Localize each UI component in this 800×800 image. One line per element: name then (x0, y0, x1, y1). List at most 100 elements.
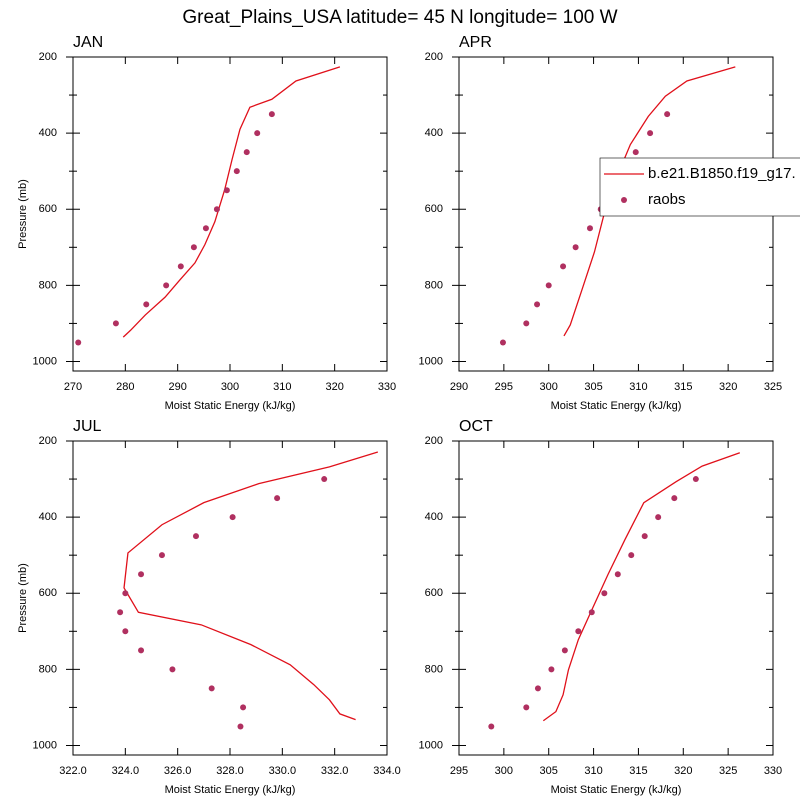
legend-label: b.e21.B1850.f19_g17. (648, 165, 796, 182)
x-tick-label: 270 (64, 381, 82, 393)
raobs-point (75, 339, 82, 346)
y-tick-label: 200 (425, 435, 443, 447)
y-tick-label: 600 (39, 587, 57, 599)
y-tick-label: 600 (425, 203, 443, 215)
raobs-point (586, 225, 593, 232)
y-tick-label: 400 (425, 511, 443, 523)
raobs-point (548, 666, 555, 673)
raobs-point (190, 244, 197, 251)
raobs-point (138, 647, 145, 654)
x-tick-label: 320 (674, 765, 692, 777)
raobs-point (499, 339, 506, 346)
raobs-point (208, 685, 215, 692)
x-tick-label: 320 (325, 381, 343, 393)
raobs-point (192, 533, 199, 540)
y-tick-label: 800 (39, 279, 57, 291)
y-tick-label: 800 (425, 663, 443, 675)
raobs-point (561, 647, 568, 654)
raobs-point (163, 282, 170, 289)
y-tick-label: 400 (39, 127, 57, 139)
x-tick-label: 310 (273, 381, 291, 393)
x-tick-label: 305 (540, 765, 558, 777)
x-tick-label: 300 (495, 765, 513, 777)
x-tick-label: 330 (764, 765, 782, 777)
raobs-point (523, 320, 530, 327)
raobs-point (647, 130, 654, 137)
plot-frame (72, 56, 388, 372)
raobs-point (664, 111, 671, 118)
x-tick-label: 315 (629, 765, 647, 777)
x-tick-label: 325 (764, 381, 782, 393)
x-tick-label: 310 (584, 765, 602, 777)
x-tick-label: 280 (116, 381, 134, 393)
x-axis-label: Moist Static Energy (kJ/kg) (165, 400, 296, 412)
raobs-point (233, 168, 240, 175)
raobs-point (655, 514, 662, 521)
x-axis-label: Moist Static Energy (kJ/kg) (551, 784, 682, 796)
x-tick-label: 326.0 (164, 765, 192, 777)
x-tick-label: 295 (495, 381, 513, 393)
raobs-point (177, 263, 184, 270)
raobs-point (112, 320, 119, 327)
raobs-point (575, 628, 582, 635)
y-tick-label: 800 (39, 663, 57, 675)
x-axis-label: Moist Static Energy (kJ/kg) (165, 784, 296, 796)
raobs-point (641, 533, 648, 540)
raobs-point (243, 149, 250, 156)
panel-title: JUL (73, 418, 102, 435)
raobs-point (122, 590, 129, 597)
raobs-point (143, 301, 150, 308)
x-tick-label: 322.0 (59, 765, 87, 777)
y-tick-label: 200 (39, 51, 57, 63)
y-tick-label: 600 (39, 203, 57, 215)
plot-frame (72, 440, 388, 756)
raobs-point (614, 571, 621, 578)
raobs-point (268, 111, 275, 118)
legend-marker (621, 197, 627, 203)
y-axis-label: Pressure (mb) (17, 563, 29, 633)
y-axis-label: Pressure (mb) (17, 179, 29, 249)
y-tick-label: 200 (39, 435, 57, 447)
raobs-point (534, 685, 541, 692)
x-tick-label: 330.0 (269, 765, 297, 777)
x-tick-label: 325 (719, 765, 737, 777)
model-line (122, 66, 341, 338)
raobs-point (628, 552, 635, 559)
plot-frame (458, 440, 774, 756)
raobs-point (254, 130, 261, 137)
raobs-point (117, 609, 124, 616)
y-tick-label: 800 (425, 279, 443, 291)
x-tick-label: 328.0 (216, 765, 244, 777)
y-tick-label: 400 (425, 127, 443, 139)
x-tick-label: 320 (719, 381, 737, 393)
x-tick-label: 310 (629, 381, 647, 393)
x-tick-label: 332.0 (321, 765, 349, 777)
model-line (123, 451, 379, 721)
x-tick-label: 334.0 (373, 765, 401, 777)
x-tick-label: 324.0 (112, 765, 140, 777)
x-tick-label: 290 (168, 381, 186, 393)
raobs-point (545, 282, 552, 289)
raobs-point (560, 263, 567, 270)
raobs-point (213, 206, 220, 213)
y-tick-label: 200 (425, 51, 443, 63)
model-line (542, 452, 741, 722)
y-tick-label: 1000 (33, 355, 57, 367)
panel-title: OCT (459, 418, 493, 435)
x-tick-label: 300 (221, 381, 239, 393)
raobs-point (588, 609, 595, 616)
x-tick-label: 305 (584, 381, 602, 393)
x-tick-label: 295 (450, 765, 468, 777)
raobs-point (240, 704, 247, 711)
panel-title: APR (459, 34, 492, 51)
raobs-point (321, 476, 328, 483)
y-tick-label: 600 (425, 587, 443, 599)
raobs-point (138, 571, 145, 578)
x-axis-label: Moist Static Energy (kJ/kg) (551, 400, 682, 412)
x-tick-label: 290 (450, 381, 468, 393)
legend-label: raobs (648, 191, 686, 208)
raobs-point (488, 723, 495, 730)
raobs-point (572, 244, 579, 251)
